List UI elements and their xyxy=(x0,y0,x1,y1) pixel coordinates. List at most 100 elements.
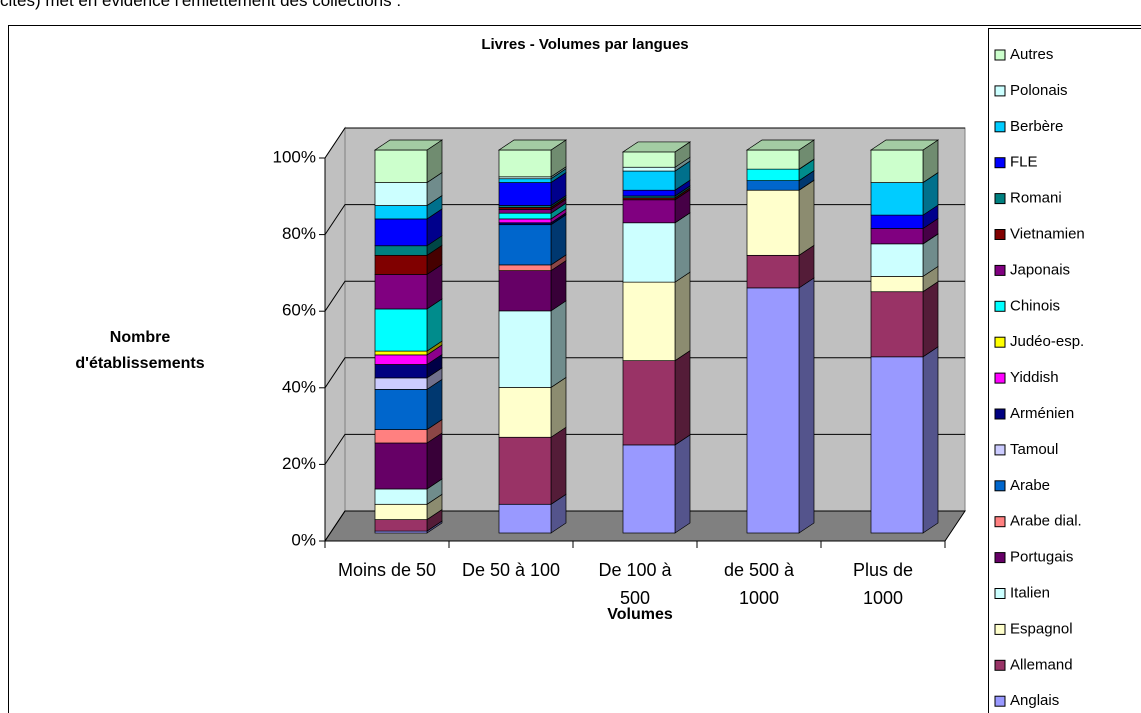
legend-swatch xyxy=(994,300,1006,312)
bar-segment xyxy=(374,254,428,275)
bar-segment xyxy=(622,444,676,534)
bar-segment xyxy=(374,245,428,256)
y-tick-label: 0% xyxy=(291,530,316,549)
bar-segment xyxy=(374,364,428,379)
bar-segment xyxy=(374,182,428,206)
bar-segment xyxy=(374,519,428,532)
bar-segment xyxy=(622,199,676,224)
x-tick-label: De 50 à 100 xyxy=(461,560,561,580)
legend-label: Romani xyxy=(1010,190,1062,207)
bar-segment xyxy=(374,488,428,505)
bar-segment xyxy=(746,180,800,191)
bar-side xyxy=(550,300,567,389)
x-axis-label: Volumes xyxy=(607,606,673,623)
legend-swatch xyxy=(994,552,1006,564)
bar-top xyxy=(497,139,568,151)
bar-segment xyxy=(746,287,800,534)
legend-swatch xyxy=(994,480,1006,492)
legend-swatch xyxy=(994,49,1006,61)
bar-segment xyxy=(374,308,428,352)
bar-segment xyxy=(746,168,800,181)
y-tick-label: 60% xyxy=(282,301,316,320)
bar-side xyxy=(550,376,567,438)
bar-side xyxy=(674,212,691,283)
bar-segment xyxy=(374,218,428,247)
legend-swatch xyxy=(994,659,1006,671)
legend-label: Chinois xyxy=(1010,297,1060,314)
bar-segment xyxy=(374,503,428,520)
bar-segment xyxy=(498,224,552,266)
legend-label: Arabe xyxy=(1010,477,1050,494)
bar-segment xyxy=(870,214,924,229)
bar-segment xyxy=(746,149,800,170)
bar-segment xyxy=(498,270,552,312)
bar-segment xyxy=(498,149,552,178)
bar-segment xyxy=(498,436,552,505)
legend-label: Tamoul xyxy=(1010,441,1058,458)
legend-swatch xyxy=(994,157,1006,169)
legend-label: Espagnol xyxy=(1010,620,1073,637)
bar-segment xyxy=(870,243,924,277)
legend-swatch xyxy=(994,229,1006,240)
y-tick-label: 40% xyxy=(282,377,316,396)
bar-side xyxy=(798,179,815,256)
x-tick-label: Moins de 50 xyxy=(337,560,437,580)
bar-segment xyxy=(622,222,676,283)
bar-segment xyxy=(498,503,552,534)
legend-swatch xyxy=(994,588,1006,599)
legend-swatch xyxy=(994,264,1006,276)
bar-segment xyxy=(374,149,428,183)
bar-segment xyxy=(870,356,924,534)
legend-box xyxy=(988,28,1141,713)
x-tick-label: Plus de 1000 xyxy=(852,560,914,608)
legend-swatch xyxy=(994,695,1006,707)
legend-swatch xyxy=(994,623,1006,635)
y-axis-label: Nombre d'établissements xyxy=(75,329,205,372)
bar-top xyxy=(621,141,692,153)
bar-segment xyxy=(374,274,428,310)
legend-label: Japonais xyxy=(1010,261,1070,278)
legend-label: Anglais xyxy=(1010,692,1059,709)
bar-side xyxy=(674,349,691,446)
legend-label: Judéo-esp. xyxy=(1010,333,1084,350)
legend-swatch xyxy=(994,85,1006,97)
bar-segment xyxy=(374,354,428,365)
grid-line xyxy=(324,127,965,159)
bar-segment xyxy=(498,218,552,224)
legend-label: Yiddish xyxy=(1010,369,1059,386)
legend-swatch xyxy=(994,193,1006,205)
legend-label: Arabe dial. xyxy=(1010,513,1082,530)
bar-segment xyxy=(622,281,676,362)
legend-label: Polonais xyxy=(1010,82,1068,99)
bar-side xyxy=(674,434,691,534)
bar-segment xyxy=(374,205,428,220)
bar-segment xyxy=(498,209,552,214)
bar-segment xyxy=(498,264,552,271)
legend-swatch xyxy=(994,121,1006,133)
legend-swatch xyxy=(994,372,1006,384)
bar-segment xyxy=(870,182,924,216)
bar-segment xyxy=(622,170,676,191)
bar-side xyxy=(798,277,815,534)
bar-top xyxy=(745,139,816,151)
bar-segment xyxy=(622,151,676,168)
x-tick-label: de 500 à 1000 xyxy=(723,560,795,608)
side-wall xyxy=(324,126,346,543)
bar-segment xyxy=(498,310,552,388)
legend-label: Autres xyxy=(1010,46,1053,63)
y-tick-label: 80% xyxy=(282,224,316,243)
bar-segment xyxy=(498,178,552,183)
bar-segment xyxy=(870,276,924,293)
legend-label: FLE xyxy=(1010,154,1038,171)
bar-segment xyxy=(870,149,924,183)
bar-segment xyxy=(498,182,552,206)
legend-label: Allemand xyxy=(1010,656,1073,673)
legend-label: Portugais xyxy=(1010,549,1073,566)
bar-top xyxy=(869,139,940,151)
x-tick-label: De 100 à 500 xyxy=(598,560,672,608)
bar-segment xyxy=(374,442,428,490)
bar-segment xyxy=(374,350,428,356)
bar-segment xyxy=(374,389,428,430)
